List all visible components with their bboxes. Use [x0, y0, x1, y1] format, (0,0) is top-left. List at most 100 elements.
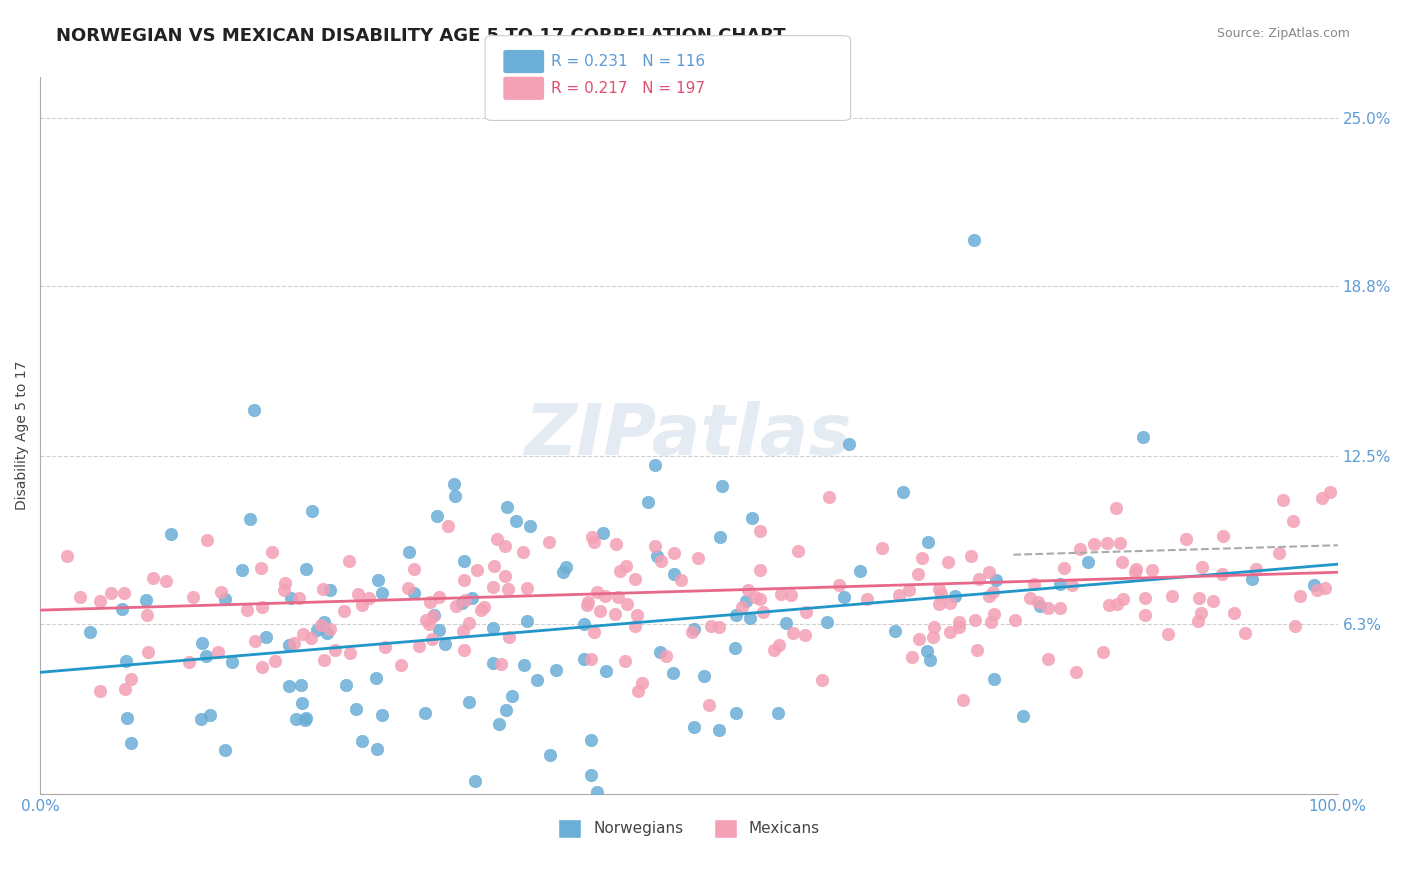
- Point: [458, 616, 481, 631]
- Point: [980, 615, 1002, 629]
- Point: [389, 657, 412, 672]
- Point: [1125, 562, 1147, 576]
- Point: [413, 706, 436, 720]
- Point: [1140, 563, 1163, 577]
- Point: [112, 586, 135, 600]
- Point: [936, 556, 959, 570]
- Point: [1189, 606, 1212, 620]
- Point: [939, 625, 962, 640]
- Point: [494, 569, 516, 583]
- Point: [966, 643, 988, 657]
- Point: [1284, 619, 1306, 633]
- Point: [887, 589, 910, 603]
- Point: [1132, 430, 1154, 444]
- Point: [207, 645, 229, 659]
- Point: [959, 549, 981, 564]
- Point: [423, 607, 446, 622]
- Point: [419, 595, 441, 609]
- Point: [929, 587, 952, 601]
- Point: [1133, 591, 1156, 606]
- Point: [616, 597, 638, 611]
- Point: [1064, 665, 1087, 679]
- Point: [744, 590, 766, 604]
- Point: [1012, 709, 1035, 723]
- Point: [295, 711, 318, 725]
- Point: [352, 598, 374, 612]
- Point: [1077, 555, 1099, 569]
- Point: [444, 599, 467, 613]
- Point: [453, 573, 475, 587]
- Point: [768, 638, 790, 652]
- Point: [1105, 500, 1128, 515]
- Point: [1123, 565, 1146, 579]
- Point: [631, 676, 654, 690]
- Point: [250, 659, 273, 673]
- Point: [669, 573, 692, 587]
- Point: [811, 673, 834, 687]
- Point: [1092, 645, 1115, 659]
- Point: [496, 500, 519, 515]
- Point: [711, 479, 734, 493]
- Point: [239, 512, 262, 526]
- Point: [1313, 582, 1336, 596]
- Point: [453, 554, 475, 568]
- Point: [707, 723, 730, 737]
- Point: [283, 636, 305, 650]
- Point: [965, 613, 987, 627]
- Point: [969, 572, 991, 586]
- Point: [364, 671, 387, 685]
- Point: [917, 535, 939, 549]
- Point: [1187, 614, 1209, 628]
- Point: [918, 653, 941, 667]
- Point: [579, 652, 602, 666]
- Point: [209, 585, 232, 599]
- Point: [1191, 560, 1213, 574]
- Point: [120, 736, 142, 750]
- Point: [579, 768, 602, 782]
- Point: [56, 549, 79, 563]
- Point: [585, 785, 607, 799]
- Text: NORWEGIAN VS MEXICAN DISABILITY AGE 5 TO 17 CORRELATION CHART: NORWEGIAN VS MEXICAN DISABILITY AGE 5 TO…: [56, 27, 786, 45]
- Point: [280, 591, 302, 605]
- Point: [983, 672, 1005, 686]
- Point: [607, 591, 630, 605]
- Point: [730, 599, 752, 614]
- Point: [724, 706, 747, 720]
- Point: [948, 615, 970, 630]
- Point: [614, 558, 637, 573]
- Point: [512, 545, 534, 559]
- Point: [367, 573, 389, 587]
- Point: [1240, 572, 1263, 586]
- Point: [402, 585, 425, 599]
- Point: [697, 698, 720, 712]
- Point: [433, 637, 456, 651]
- Point: [465, 563, 488, 577]
- Point: [1069, 541, 1091, 556]
- Point: [89, 594, 111, 608]
- Point: [284, 712, 307, 726]
- Point: [262, 545, 284, 559]
- Point: [482, 559, 505, 574]
- Point: [159, 527, 181, 541]
- Point: [142, 571, 165, 585]
- Point: [1303, 578, 1326, 592]
- Point: [457, 695, 479, 709]
- Point: [963, 233, 986, 247]
- Point: [1083, 536, 1105, 550]
- Point: [650, 645, 672, 659]
- Point: [901, 649, 924, 664]
- Point: [917, 644, 939, 658]
- Point: [624, 572, 647, 586]
- Point: [1062, 578, 1084, 592]
- Point: [986, 573, 1008, 587]
- Point: [579, 733, 602, 747]
- Point: [735, 594, 758, 608]
- Point: [662, 546, 685, 560]
- Point: [603, 607, 626, 621]
- Point: [481, 580, 503, 594]
- Point: [605, 537, 627, 551]
- Point: [426, 509, 449, 524]
- Point: [333, 604, 356, 618]
- Point: [1157, 627, 1180, 641]
- Point: [737, 582, 759, 597]
